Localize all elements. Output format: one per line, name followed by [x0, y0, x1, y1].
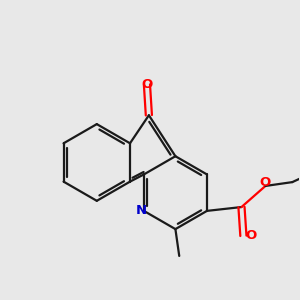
Text: N: N: [135, 204, 146, 218]
Text: O: O: [260, 176, 271, 189]
Text: O: O: [141, 78, 153, 91]
Text: O: O: [245, 229, 257, 242]
